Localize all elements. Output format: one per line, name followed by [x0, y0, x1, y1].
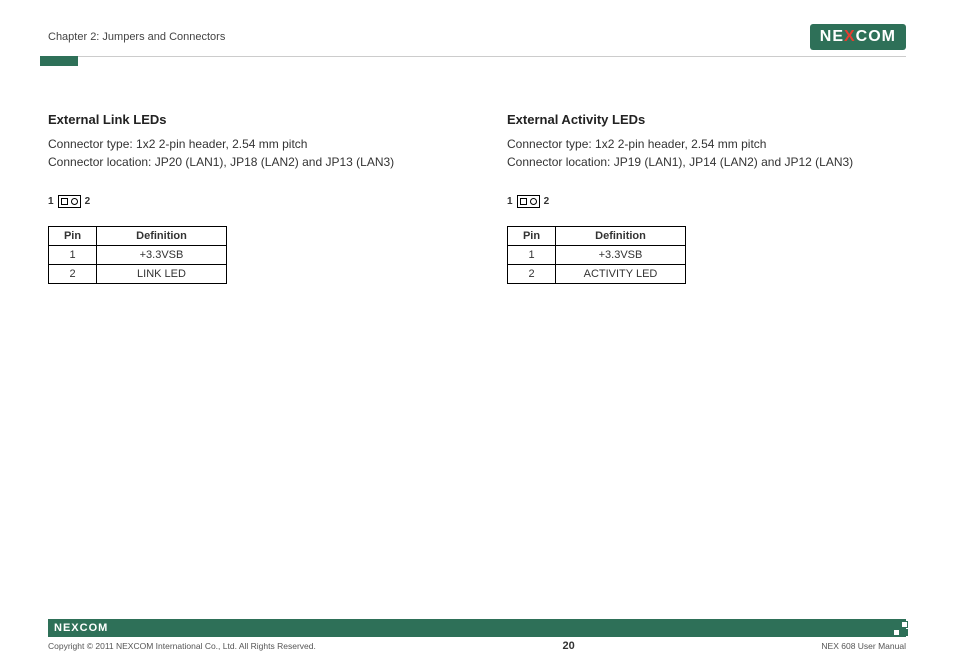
logo-part-com: COM	[80, 622, 109, 634]
header-logo: NEXCOM	[810, 24, 906, 50]
page-number: 20	[563, 640, 575, 652]
cell-pin: 1	[508, 246, 556, 265]
section-title: External Link LEDs	[48, 112, 447, 127]
header-rule	[48, 56, 906, 57]
pin-label-1: 1	[48, 196, 54, 207]
header-green-tab	[40, 56, 78, 66]
square-icon	[901, 621, 908, 628]
pin-definition-table: Pin Definition 1 +3.3VSB 2 LINK LED	[48, 226, 227, 284]
table-header-pin: Pin	[508, 227, 556, 246]
pin-box-icon	[517, 195, 540, 208]
cell-definition: ACTIVITY LED	[556, 265, 686, 284]
logo-part-ne: NE	[820, 28, 844, 45]
section-external-link-leds: External Link LEDs Connector type: 1x2 2…	[48, 112, 447, 284]
connector-location: Connector location: JP19 (LAN1), JP14 (L…	[507, 155, 853, 169]
section-spec: Connector type: 1x2 2-pin header, 2.54 m…	[507, 135, 906, 171]
connector-type: Connector type: 1x2 2-pin header, 2.54 m…	[48, 137, 307, 151]
table-header-pin: Pin	[49, 227, 97, 246]
pin-label-2: 2	[544, 196, 550, 207]
cell-pin: 1	[49, 246, 97, 265]
pin-circle-icon	[530, 198, 537, 205]
square-icon	[901, 629, 908, 636]
logo-part-x: X	[844, 28, 856, 45]
table-row: 2 LINK LED	[49, 265, 227, 284]
pin-box-icon	[58, 195, 81, 208]
pin-diagram: 1 2	[507, 195, 906, 208]
cell-pin: 2	[49, 265, 97, 284]
cell-definition: LINK LED	[97, 265, 227, 284]
square-icon	[893, 621, 900, 628]
footer-bar: NEXCOM	[48, 619, 906, 637]
pin-diagram: 1 2	[48, 195, 447, 208]
pin-square-icon	[61, 198, 68, 205]
footer-doc-ref: NEX 608 User Manual	[821, 641, 906, 651]
pin-label-2: 2	[85, 196, 91, 207]
square-icon	[893, 629, 900, 636]
footer-logo: NEXCOM	[54, 622, 108, 634]
table-header-definition: Definition	[556, 227, 686, 246]
logo-part-ne: NE	[54, 622, 71, 634]
logo-part-x: X	[71, 622, 79, 634]
footer-squares-icon	[893, 621, 908, 636]
connector-location: Connector location: JP20 (LAN1), JP18 (L…	[48, 155, 394, 169]
page-footer: NEXCOM Copyright © 2011 NEXCOM Internati…	[48, 619, 906, 652]
section-external-activity-leds: External Activity LEDs Connector type: 1…	[507, 112, 906, 284]
table-row: 2 ACTIVITY LED	[508, 265, 686, 284]
table-row: 1 +3.3VSB	[49, 246, 227, 265]
logo-part-com: COM	[856, 28, 896, 45]
cell-definition: +3.3VSB	[556, 246, 686, 265]
pin-label-1: 1	[507, 196, 513, 207]
pin-square-icon	[520, 198, 527, 205]
section-title: External Activity LEDs	[507, 112, 906, 127]
section-spec: Connector type: 1x2 2-pin header, 2.54 m…	[48, 135, 447, 171]
table-row: 1 +3.3VSB	[508, 246, 686, 265]
cell-definition: +3.3VSB	[97, 246, 227, 265]
table-header-definition: Definition	[97, 227, 227, 246]
cell-pin: 2	[508, 265, 556, 284]
chapter-heading: Chapter 2: Jumpers and Connectors	[48, 31, 225, 43]
connector-type: Connector type: 1x2 2-pin header, 2.54 m…	[507, 137, 766, 151]
footer-copyright: Copyright © 2011 NEXCOM International Co…	[48, 641, 316, 651]
pin-circle-icon	[71, 198, 78, 205]
pin-definition-table: Pin Definition 1 +3.3VSB 2 ACTIVITY LED	[507, 226, 686, 284]
